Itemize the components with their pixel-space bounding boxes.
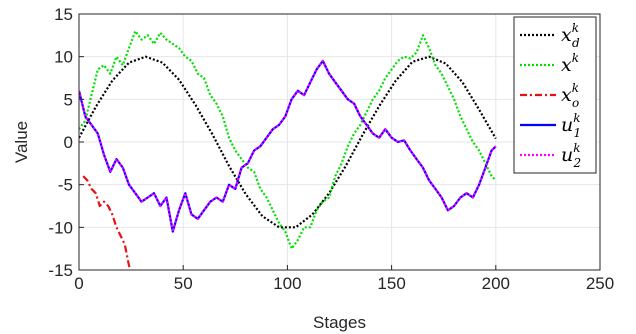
series-layer bbox=[79, 30, 497, 270]
legend-entry-sub: 1 bbox=[574, 126, 582, 140]
legend-entry-base: x bbox=[561, 24, 572, 46]
y-tick-label: 10 bbox=[54, 48, 73, 67]
legend-entry-sup: k bbox=[572, 21, 579, 35]
y-tick-label: -15 bbox=[48, 261, 73, 280]
legend-entry-sup: k bbox=[573, 141, 580, 155]
legend-entry: uk 1 bbox=[561, 111, 581, 140]
x-tick-label: 0 bbox=[74, 274, 83, 293]
legend-entry: uk 2 bbox=[561, 141, 581, 170]
y-tick-label: 0 bbox=[64, 133, 73, 152]
legend-entry-sup: k bbox=[573, 111, 580, 125]
ticks: 0 50 100 150 200 250 -15 -10 -5 0 5 10 15 bbox=[48, 5, 614, 293]
legend-entry-base: u bbox=[561, 144, 573, 166]
y-axis-label: Value bbox=[12, 121, 31, 163]
series-line-x-plain bbox=[79, 30, 497, 250]
x-tick-label: 200 bbox=[482, 274, 510, 293]
x-tick-label: 100 bbox=[273, 274, 301, 293]
x-tick-label: 50 bbox=[174, 274, 193, 293]
legend-entry: xk bbox=[561, 51, 579, 76]
legend-entry-sub: o bbox=[572, 96, 579, 110]
series-line-u-2 bbox=[79, 59, 497, 233]
x-tick-label: 250 bbox=[586, 274, 614, 293]
y-tick-label: -10 bbox=[48, 218, 73, 237]
legend-entry-base: x bbox=[561, 54, 572, 76]
legend-entry-base: u bbox=[561, 114, 573, 136]
legend-entry-sup: k bbox=[572, 51, 579, 65]
y-tick-label: 15 bbox=[54, 5, 73, 24]
legend-entry-base: x bbox=[561, 84, 572, 106]
legend-entry: xk d bbox=[561, 21, 580, 50]
legend-entry-sup: k bbox=[572, 81, 579, 95]
y-tick-label: 5 bbox=[64, 90, 73, 109]
series-line-x-o bbox=[82, 175, 133, 270]
x-axis-label: Stages bbox=[313, 313, 366, 332]
legend-entry: xk o bbox=[561, 81, 579, 110]
legend-entry-sub: 2 bbox=[573, 156, 582, 170]
x-tick-label: 150 bbox=[377, 274, 405, 293]
series-line-x-d bbox=[79, 55, 497, 229]
y-tick-label: -5 bbox=[58, 176, 73, 195]
legend-entry-sub: d bbox=[572, 36, 580, 50]
